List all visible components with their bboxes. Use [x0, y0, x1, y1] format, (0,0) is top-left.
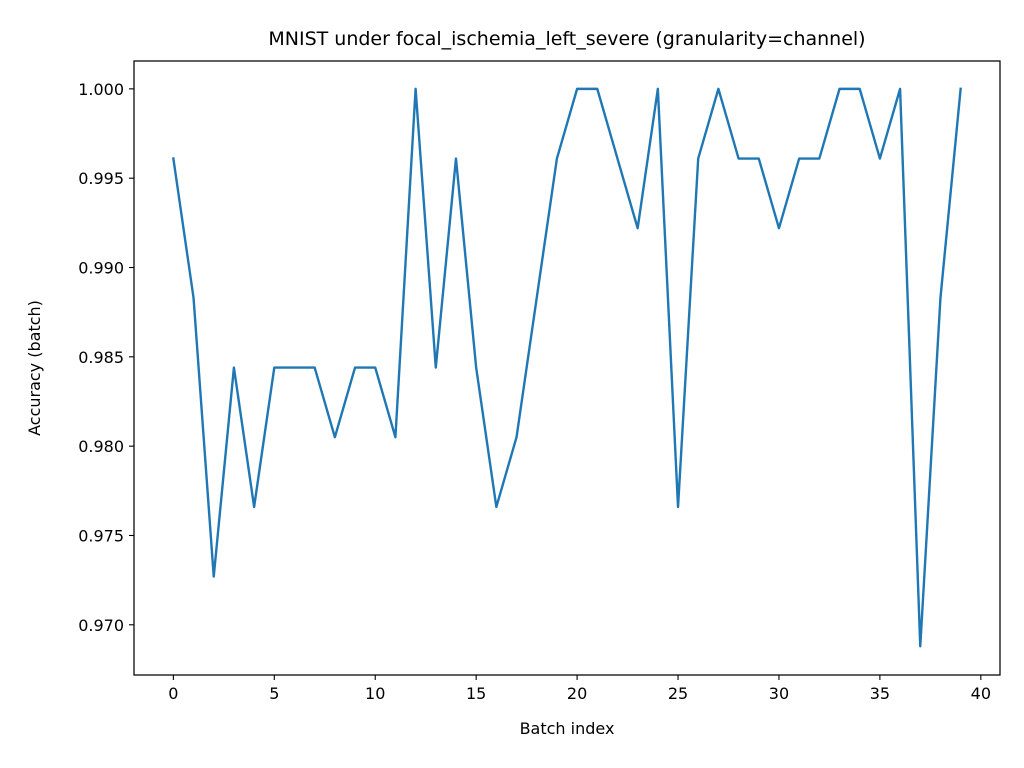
x-tick-label: 35 — [870, 684, 890, 703]
x-axis-ticks: 0 5 10 15 20 25 30 35 40 — [168, 675, 991, 703]
plot-frame — [133, 60, 1001, 676]
y-tick-label: 1.000 — [78, 80, 124, 99]
series-layer — [172, 87, 962, 648]
x-tick-label: 30 — [769, 684, 789, 703]
x-tick-label: 40 — [971, 684, 991, 703]
x-tick-label: 0 — [168, 684, 178, 703]
chart-title: MNIST under focal_ischemia_left_severe (… — [268, 28, 865, 50]
x-tick-label: 15 — [466, 684, 486, 703]
y-tick-label: 0.995 — [78, 169, 124, 188]
y-tick-label: 0.980 — [78, 437, 124, 456]
x-axis-label: Batch index — [520, 719, 615, 738]
x-tick-label: 10 — [365, 684, 385, 703]
x-tick-label: 5 — [269, 684, 279, 703]
y-tick-label: 0.975 — [78, 526, 124, 545]
x-tick-label: 25 — [668, 684, 688, 703]
y-tick-label: 0.985 — [78, 348, 124, 367]
series-line — [172, 87, 962, 648]
y-axis-label: Accuracy (batch) — [25, 300, 44, 436]
y-tick-label: 0.990 — [78, 259, 124, 278]
y-tick-label: 0.970 — [78, 616, 124, 635]
x-tick-label: 20 — [567, 684, 587, 703]
y-axis-ticks: 0.970 0.975 0.980 0.985 0.990 0.995 1.000 — [78, 80, 134, 635]
